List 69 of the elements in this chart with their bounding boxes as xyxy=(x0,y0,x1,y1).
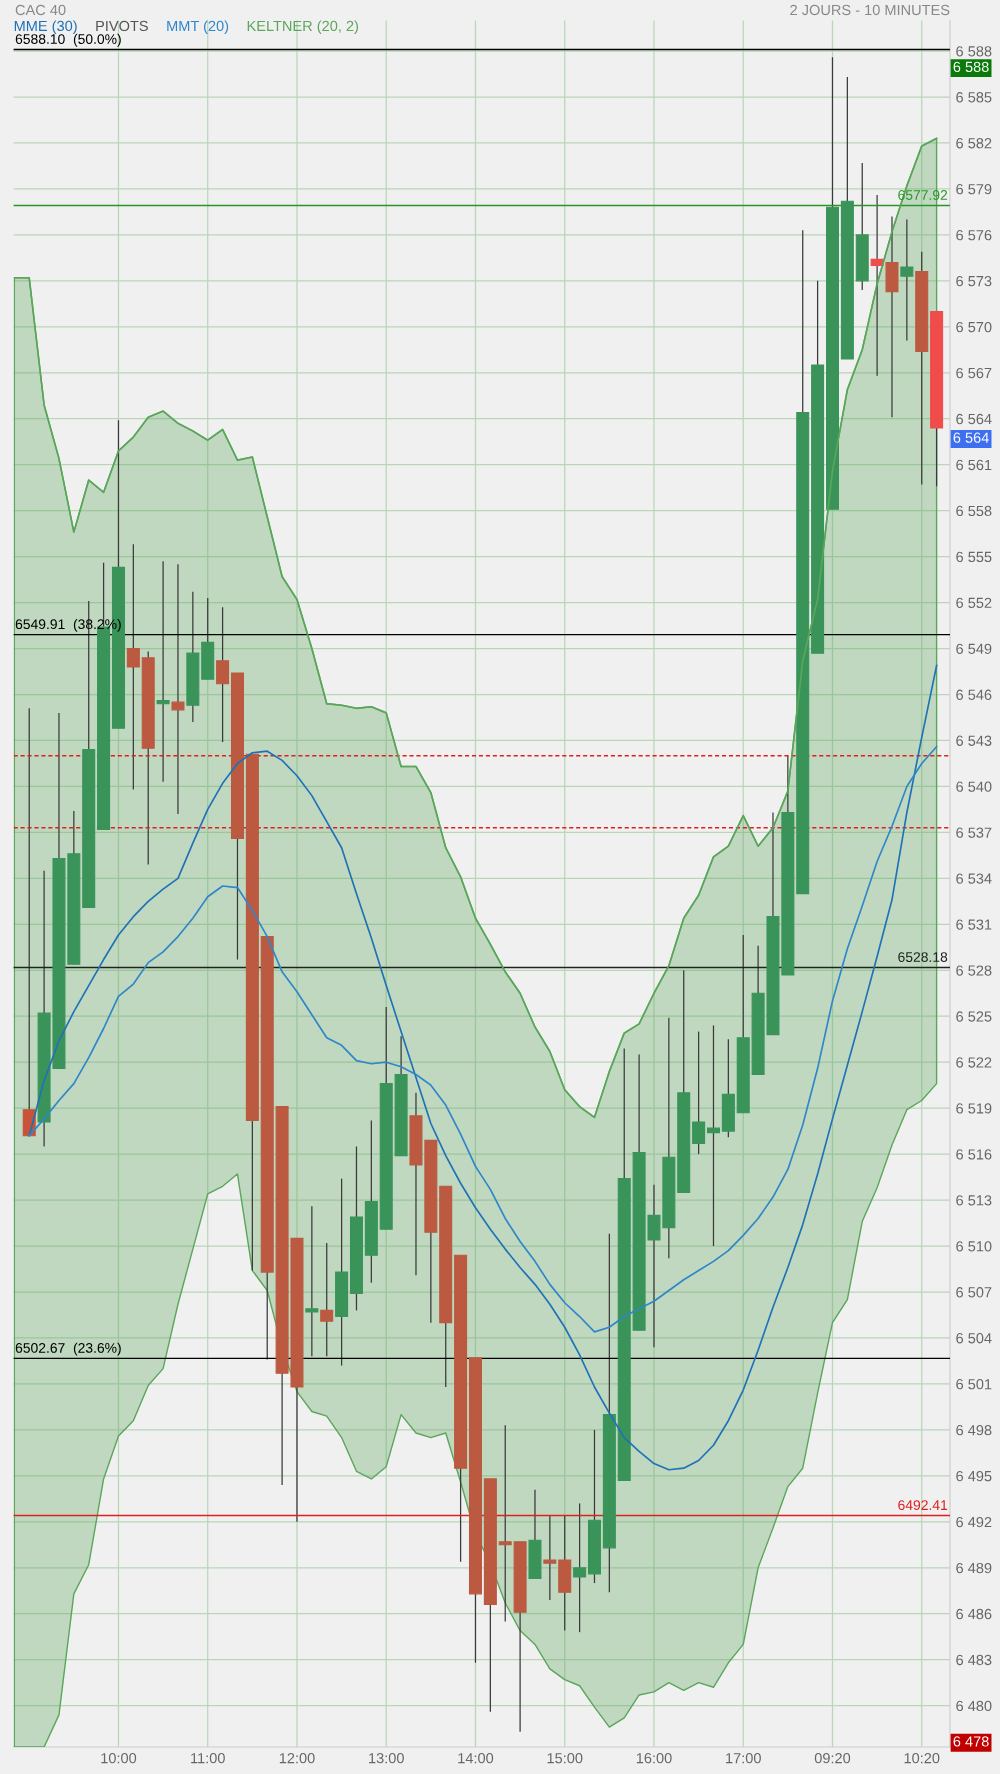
y-tick-label: 6 588 xyxy=(956,46,992,57)
x-tick-label: 15:00 xyxy=(547,1752,583,1764)
x-tick-label: 14:00 xyxy=(458,1752,494,1764)
y-tick-label: 6 483 xyxy=(956,1654,992,1666)
y-tick-label: 6 555 xyxy=(956,551,992,563)
y-tick-label: 6 480 xyxy=(956,1700,992,1712)
text: 6 478 xyxy=(953,1736,989,1747)
candlestick xyxy=(305,1205,319,1357)
y-tick-label: 6 567 xyxy=(956,367,992,379)
y-tick-label: 6 492 xyxy=(956,1516,992,1528)
candlestick xyxy=(171,563,185,815)
candlestick xyxy=(692,1030,706,1155)
x-tick-label: 10:00 xyxy=(101,1752,137,1764)
y-tick-label: 6 498 xyxy=(956,1425,992,1436)
y-tick-label: 6 513 xyxy=(956,1195,992,1206)
y-tick-label: 6 570 xyxy=(956,321,992,333)
ref-line-label: 6588.10 (50.0%) xyxy=(15,33,121,47)
x-tick-label: 12:00 xyxy=(279,1752,315,1764)
candlestick xyxy=(320,1242,334,1357)
x-tick-label: 17:00 xyxy=(726,1752,761,1764)
candlestick xyxy=(706,1024,720,1247)
y-tick-label: 6 582 xyxy=(956,138,992,149)
y-tick-label: 6 576 xyxy=(956,229,992,241)
annotation: PIVOTS xyxy=(96,20,148,32)
y-tick-label: 6 549 xyxy=(956,643,992,654)
y-tick-label: 6 540 xyxy=(956,781,992,792)
candlestick xyxy=(498,1424,512,1623)
y-tick-label: 6 522 xyxy=(956,1057,992,1068)
y-tick-label: 6 579 xyxy=(956,184,992,195)
candlestick xyxy=(216,606,230,743)
ref-line-label: 6502.67 (23.6%) xyxy=(15,1342,121,1356)
y-tick-label: 6 501 xyxy=(956,1379,992,1390)
y-tick-label: 6 486 xyxy=(956,1608,992,1620)
y-tick-label: 6 573 xyxy=(956,275,992,287)
y-tick-label: 6 537 xyxy=(956,827,992,838)
text: KELTNER (20, 2) xyxy=(247,20,358,34)
y-tick-label: 6 552 xyxy=(956,597,992,609)
y-tick-label: 6 585 xyxy=(956,92,992,103)
x-tick-label: 10:20 xyxy=(904,1752,940,1764)
y-tick-label: 6 510 xyxy=(956,1241,992,1252)
y-tick-label: 6 495 xyxy=(956,1470,992,1482)
text: MME (30) xyxy=(14,20,77,34)
y-tick-label: 6 489 xyxy=(956,1562,992,1574)
y-tick-label: 6 561 xyxy=(956,459,992,471)
y-tick-label: 6 519 xyxy=(956,1103,992,1114)
y-tick-label: 6 534 xyxy=(956,873,992,884)
y-tick-label: 6 504 xyxy=(956,1333,992,1344)
x-tick-label: 13:00 xyxy=(369,1752,404,1764)
y-tick-label: 6 528 xyxy=(956,965,992,976)
y-tick-label: 6 543 xyxy=(956,735,992,746)
candlestick xyxy=(126,543,140,791)
y-tick-label: 6 507 xyxy=(956,1287,992,1298)
x-tick-label: 16:00 xyxy=(636,1752,672,1764)
y-tick-label: 6 531 xyxy=(956,919,992,930)
chart-subtitle: 2 JOURS - 10 MINUTES xyxy=(790,4,950,16)
chart-title: CAC 40 xyxy=(15,4,66,16)
candlestick xyxy=(543,1515,557,1601)
candlestick xyxy=(156,560,170,783)
y-tick-label: 6 564 xyxy=(956,413,992,425)
text: MMT (20) xyxy=(167,20,229,34)
x-tick-label: 09:20 xyxy=(814,1752,851,1764)
candlestick xyxy=(573,1502,587,1633)
candlestick xyxy=(900,218,914,342)
y-tick-label: 6 558 xyxy=(956,505,992,517)
y-tick-label: 6 516 xyxy=(956,1149,992,1160)
y-tick-label: 6 525 xyxy=(956,1011,992,1022)
y-tick-label: 6 546 xyxy=(956,689,992,700)
ref-line-label: 6492.41 xyxy=(898,1500,948,1511)
x-tick-label: 11:00 xyxy=(191,1752,225,1764)
